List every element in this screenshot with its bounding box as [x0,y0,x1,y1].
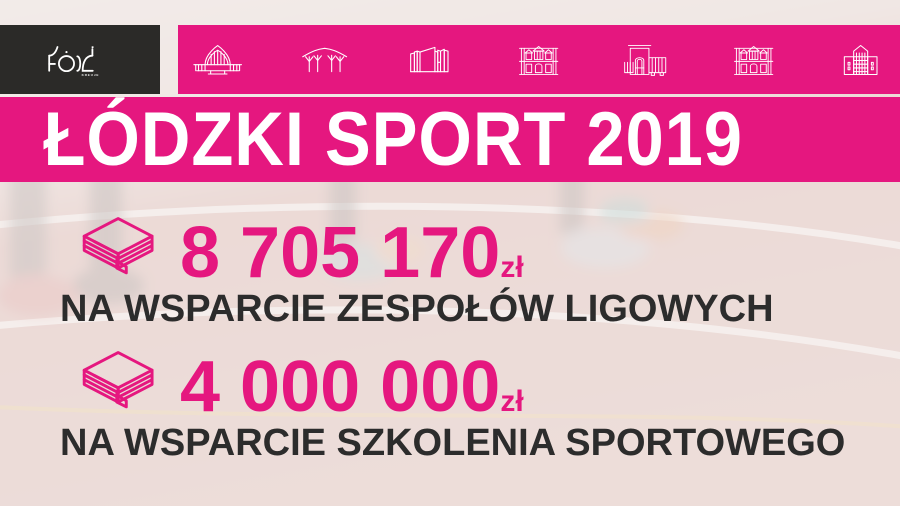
svg-text:KREUJE: KREUJE [82,73,100,77]
